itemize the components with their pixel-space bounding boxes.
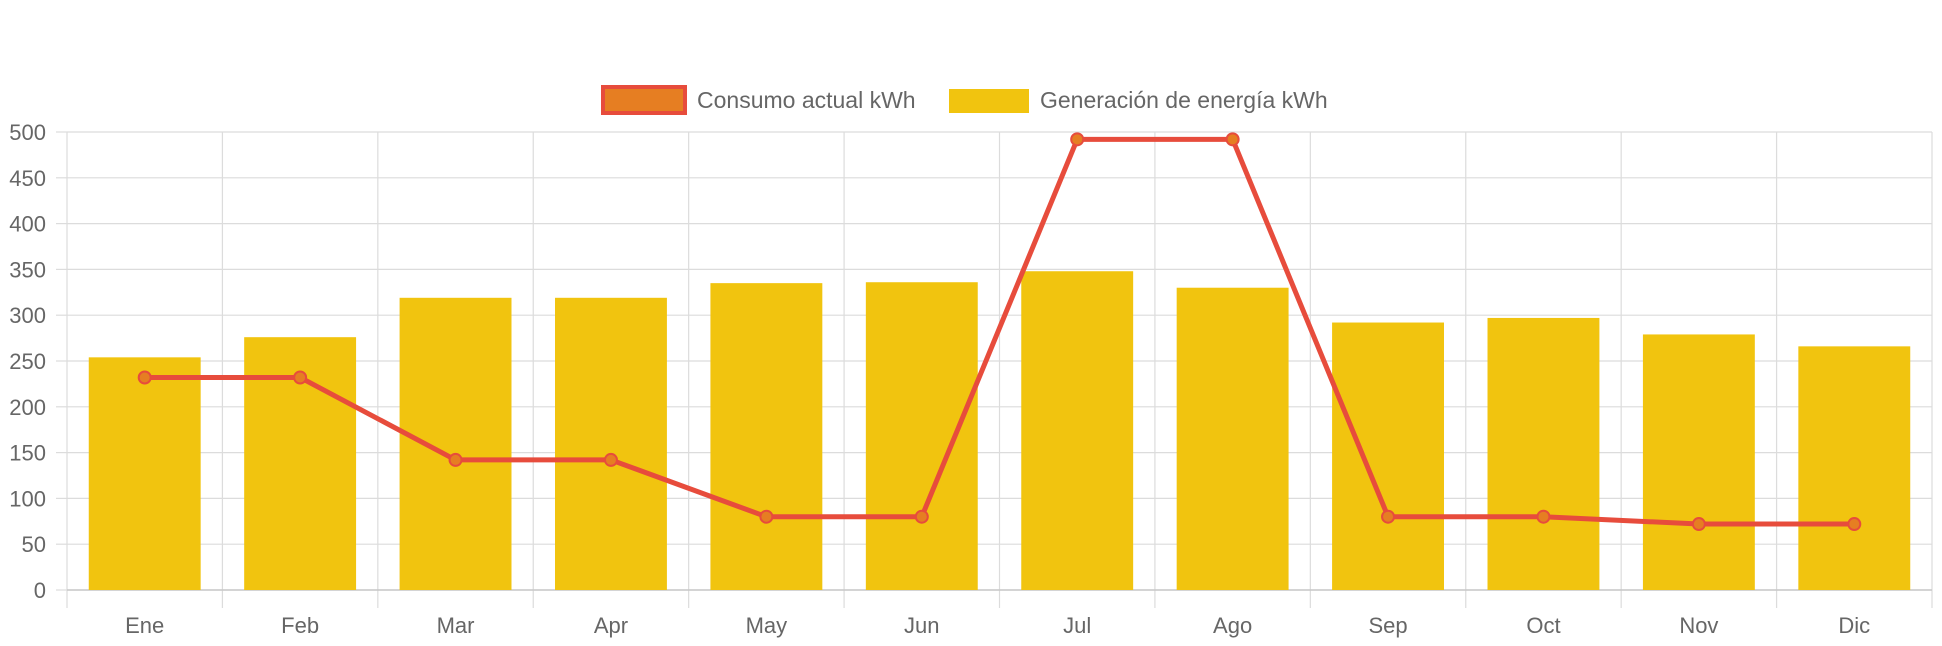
legend-swatch-generacion [949, 89, 1029, 113]
legend-item-consumo[interactable]: Consumo actual kWh [601, 85, 916, 115]
x-axis-ticks: Ene Feb Mar Apr May Jun Jul Ago Sep Oct Nov Dic [125, 613, 1870, 638]
y-tick-label: 250 [9, 349, 46, 374]
y-tick-label: 200 [9, 395, 46, 420]
y-tick-label: 100 [9, 486, 46, 511]
bar-generacion[interactable] [1176, 287, 1289, 590]
point-consumo[interactable] [603, 452, 618, 467]
x-tick-label: Apr [594, 613, 628, 638]
point-consumo[interactable] [1070, 132, 1085, 147]
x-tick-label: Oct [1526, 613, 1560, 638]
x-tick-label: Jun [904, 613, 939, 638]
y-tick-label: 150 [9, 441, 46, 466]
bar-generacion[interactable] [1642, 334, 1755, 590]
legend-item-generacion[interactable]: Generación de energía kWh [949, 87, 1328, 113]
point-consumo[interactable] [293, 370, 308, 385]
y-tick-label: 450 [9, 166, 46, 191]
point-consumo[interactable] [448, 452, 463, 467]
point-consumo[interactable] [1536, 509, 1551, 524]
point-consumo[interactable] [137, 370, 152, 385]
point-consumo[interactable] [914, 509, 929, 524]
legend[interactable]: Consumo actual kWh Generación de energía… [601, 85, 1328, 115]
legend-swatch-consumo [601, 85, 687, 115]
grid [56, 131, 1933, 608]
bar-generacion[interactable] [1487, 317, 1600, 590]
y-tick-label: 500 [9, 120, 46, 145]
legend-label-consumo: Consumo actual kWh [697, 87, 916, 113]
consumption-points [137, 132, 1862, 532]
bar-generacion[interactable] [865, 282, 978, 590]
x-tick-label: Mar [437, 613, 475, 638]
y-tick-label: 300 [9, 303, 46, 328]
bar-generacion[interactable] [399, 297, 512, 590]
bar-generacion[interactable] [555, 297, 667, 590]
y-tick-label: 400 [9, 212, 46, 237]
consumption-line-layer [142, 136, 1857, 527]
bar-generacion[interactable] [1021, 271, 1134, 590]
legend-label-generacion: Generación de energía kWh [1040, 87, 1328, 113]
point-consumo[interactable] [1225, 132, 1240, 147]
point-consumo[interactable] [1847, 517, 1862, 532]
bar-generacion[interactable] [1332, 322, 1444, 590]
x-tick-label: Feb [281, 613, 319, 638]
y-tick-label: 350 [9, 257, 46, 282]
x-tick-label: Ene [125, 613, 164, 638]
bar-generacion[interactable] [710, 283, 823, 590]
x-tick-label: Dic [1838, 613, 1870, 638]
point-consumo[interactable] [759, 509, 774, 524]
y-tick-label: 0 [34, 578, 46, 603]
bars [88, 271, 1911, 590]
x-tick-label: Jul [1063, 613, 1091, 638]
bar-generacion[interactable] [1798, 346, 1911, 590]
y-tick-label: 50 [22, 532, 46, 557]
y-axis-ticks: 0 50 100 150 200 250 300 350 400 450 500 [9, 120, 46, 603]
x-tick-label: Sep [1368, 613, 1407, 638]
bar-generacion[interactable] [88, 357, 201, 590]
point-consumo[interactable] [1381, 509, 1396, 524]
x-tick-label: May [746, 613, 788, 638]
x-tick-label: Nov [1679, 613, 1718, 638]
point-consumo[interactable] [1691, 517, 1706, 532]
series-line-consumo [142, 136, 1857, 527]
x-tick-label: Ago [1213, 613, 1252, 638]
